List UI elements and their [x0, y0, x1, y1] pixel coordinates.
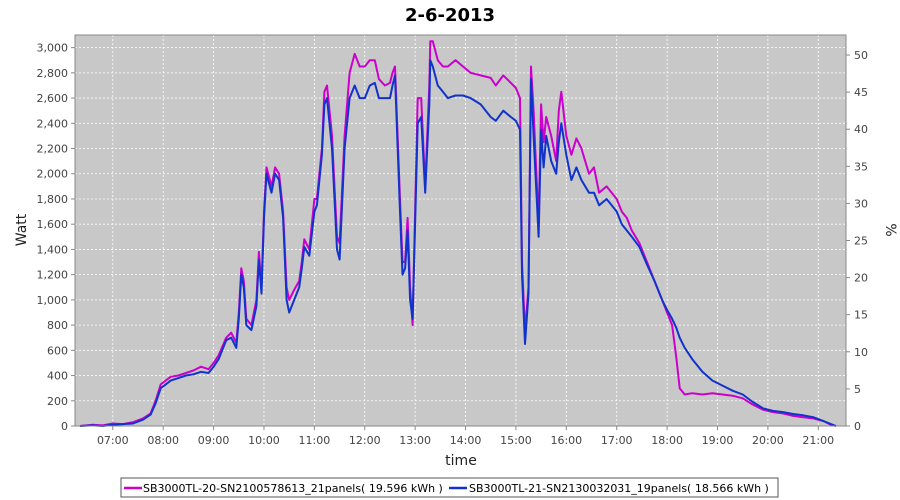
- legend: SB3000TL-20-SN2100578613_21panels( 19.59…: [120, 477, 779, 498]
- x-tick-label: 10:00: [248, 434, 280, 447]
- y2-tick-label: 10: [854, 346, 868, 359]
- y-tick-label: 2,400: [37, 117, 69, 130]
- y2-tick-label: 5: [854, 383, 861, 396]
- y2-axis-label: %: [882, 223, 898, 236]
- y2-tick-label: 35: [854, 160, 868, 173]
- y-tick-label: 1,600: [37, 218, 69, 231]
- x-tick-label: 13:00: [399, 434, 431, 447]
- x-tick-label: 12:00: [349, 434, 381, 447]
- y-tick-label: 2,600: [37, 92, 69, 105]
- y-tick-label: 0: [61, 420, 68, 433]
- y-tick-label: 1,400: [37, 243, 69, 256]
- chart-title: 2-6-2013: [405, 5, 495, 26]
- legend-label-series-2: SB3000TL-21-SN2130032031_19panels( 18.56…: [469, 482, 769, 495]
- x-tick-label: 09:00: [198, 434, 230, 447]
- x-tick-label: 20:00: [752, 434, 784, 447]
- x-tick-label: 21:00: [802, 434, 834, 447]
- x-axis-ticks: 07:00 08:00 09:00 10:00 11:00 12:00 13:00 14:00…: [97, 426, 834, 447]
- x-tick-label: 11:00: [299, 434, 331, 447]
- y-tick-label: 1,000: [37, 294, 69, 307]
- x-tick-label: 19:00: [702, 434, 734, 447]
- series-line-2: [79, 59, 837, 427]
- x-tick-label: 07:00: [97, 434, 129, 447]
- y2-tick-label: 15: [854, 309, 868, 322]
- y2-axis-ticks: 0 5 10 15 20 25 30 35 40 45 50: [846, 49, 868, 433]
- y-tick-label: 3,000: [37, 42, 69, 55]
- y-tick-label: 400: [47, 370, 68, 383]
- y-tick-label: 200: [47, 395, 68, 408]
- y2-tick-label: 30: [854, 197, 868, 210]
- grid-lines: [75, 35, 846, 427]
- y-tick-label: 1,200: [37, 269, 69, 282]
- x-tick-label: 14:00: [450, 434, 482, 447]
- y-axis-label: Watt: [14, 213, 30, 246]
- y-tick-label: 2,000: [37, 168, 69, 181]
- y2-tick-label: 50: [854, 49, 868, 62]
- series-lines: [79, 40, 837, 427]
- y-tick-label: 1,800: [37, 193, 69, 206]
- plot-border: [74, 34, 847, 427]
- y-tick-label: 800: [47, 319, 68, 332]
- y2-tick-label: 45: [854, 86, 868, 99]
- legend-label-series-1: SB3000TL-20-SN2100578613_21panels( 19.59…: [143, 482, 443, 495]
- x-tick-label: 17:00: [601, 434, 633, 447]
- x-tick-label: 08:00: [147, 434, 179, 447]
- y2-tick-label: 20: [854, 272, 868, 285]
- x-axis-label: time: [445, 453, 477, 469]
- plot-area: [75, 35, 846, 426]
- y-axis-ticks: 0 200 400 600 800 1,000 1,200 1,400 1,600 1,800 2,…: [37, 42, 75, 433]
- y-tick-label: 2,800: [37, 67, 69, 80]
- y-tick-label: 2,200: [37, 143, 69, 156]
- y-tick-label: 600: [47, 344, 68, 357]
- x-tick-label: 16:00: [550, 434, 582, 447]
- y2-tick-label: 40: [854, 123, 868, 136]
- x-tick-label: 15:00: [500, 434, 532, 447]
- y2-tick-label: 0: [854, 420, 861, 433]
- y2-tick-label: 25: [854, 235, 868, 248]
- x-tick-label: 18:00: [651, 434, 683, 447]
